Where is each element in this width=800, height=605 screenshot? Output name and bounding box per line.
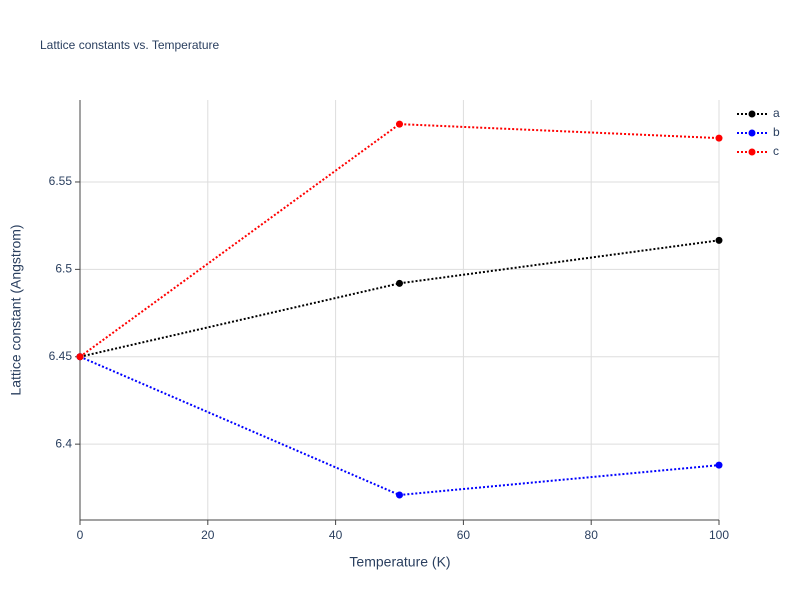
legend-label: c (773, 144, 779, 158)
x-tick-label: 60 (457, 528, 471, 542)
y-tick-label: 6.5 (55, 262, 72, 276)
x-tick-label: 100 (709, 528, 729, 542)
point (715, 236, 723, 244)
x-tick-label: 40 (329, 528, 343, 542)
legend-marker (748, 129, 756, 137)
series-line (79, 239, 720, 358)
x-tick-label: 20 (201, 528, 215, 542)
point (396, 279, 403, 287)
point (715, 461, 723, 469)
y-tick-label: 6.55 (49, 174, 73, 188)
legend-marker (748, 110, 756, 118)
chart-title: Lattice constants vs. Temperature (40, 38, 220, 52)
point (396, 120, 403, 128)
legend-label: b (773, 125, 780, 139)
point (715, 134, 723, 142)
y-tick-label: 6.4 (55, 436, 72, 450)
x-axis-label: Temperature (K) (349, 554, 450, 570)
y-axis-label: Lattice constant (Angstrom) (8, 224, 24, 395)
x-tick-label: 0 (77, 528, 84, 542)
y-tick-label: 6.45 (49, 349, 73, 363)
legend-marker (748, 148, 756, 156)
series-line (79, 123, 720, 358)
point (76, 353, 84, 361)
point (396, 491, 403, 499)
x-tick-label: 80 (585, 528, 599, 542)
legend-label: a (773, 106, 780, 120)
